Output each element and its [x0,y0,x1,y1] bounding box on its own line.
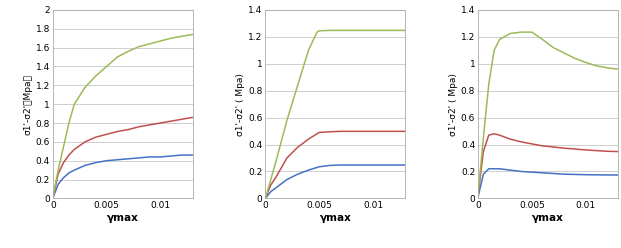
X-axis label: γmax: γmax [107,213,138,223]
Y-axis label: σ1'-σ2' ( Mpa): σ1'-σ2' ( Mpa) [237,73,245,136]
X-axis label: γmax: γmax [319,213,351,223]
Y-axis label: σ1'-σ2'（Mpa）: σ1'-σ2'（Mpa） [24,74,33,135]
Y-axis label: σ1'-σ2' ( Mpa): σ1'-σ2' ( Mpa) [449,73,458,136]
X-axis label: γmax: γmax [532,213,564,223]
